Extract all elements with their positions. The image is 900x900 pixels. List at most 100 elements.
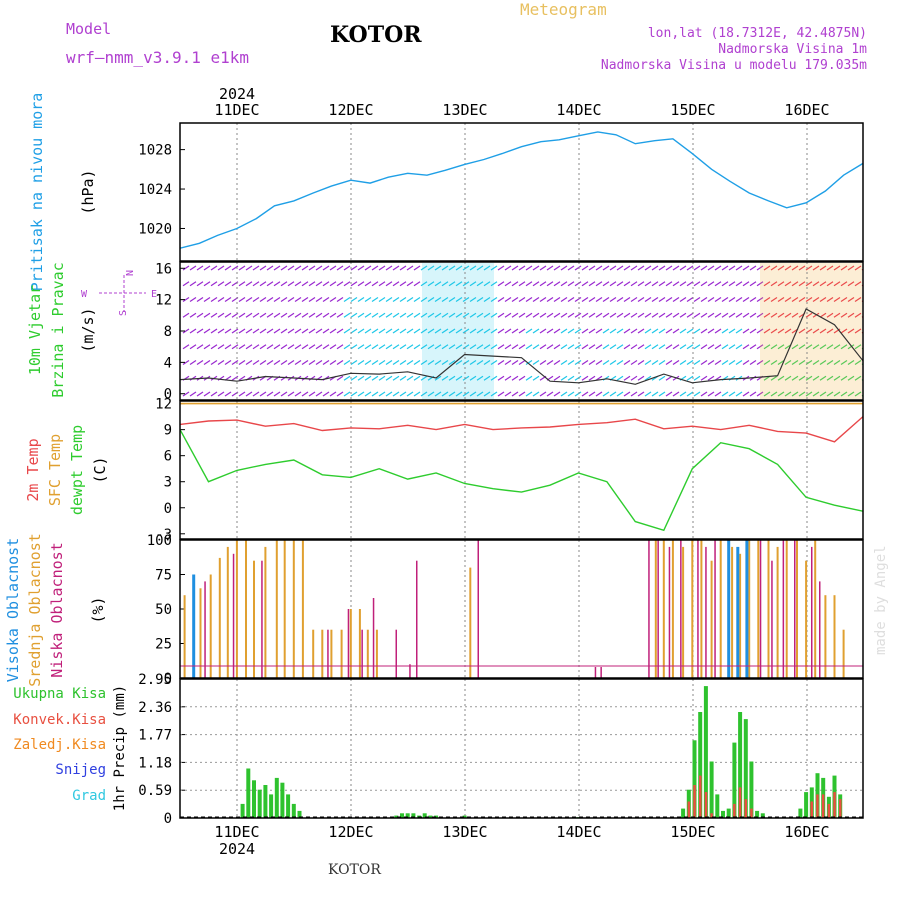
wind-barb [574,328,582,334]
wind-barb [371,360,379,365]
wind-barb [644,391,652,397]
wind-barb [476,360,484,365]
wind-barb [462,391,470,397]
wind-barb [238,297,246,302]
precip-total-bar [755,810,760,818]
wind-barb [364,391,372,397]
wind-barb [343,265,351,271]
wind-barb [266,265,274,271]
wind-barb [511,265,519,271]
wind-barb [840,328,848,334]
wind-barb [357,297,365,302]
wind-barb [623,360,631,365]
wind-barb [742,281,750,287]
wind-barb [742,265,750,271]
wind-barb [399,265,407,271]
wind-barb [392,360,400,365]
wind-barb [672,312,680,318]
wind-barb [462,375,470,381]
wind-barb [742,344,750,350]
wind-barb [392,297,400,302]
wind-barb [616,312,624,318]
wind-barb [714,391,722,397]
wind-barb [581,297,589,302]
wind-barb [371,328,379,334]
wind-barb [322,391,330,397]
precip-total-bar [269,794,274,818]
cloud-low-bar [204,581,206,678]
cloud-low-bar [477,540,479,678]
wind-barb [392,281,400,287]
wind-barb [259,297,267,302]
wind-barb [651,297,659,302]
wind-barb [840,265,848,271]
wind-barb [217,328,225,334]
cloud-mid-bar [358,609,361,678]
wind-barb [609,312,617,318]
wind-barb [455,375,463,381]
cloud-mid-bar [375,629,378,678]
wind-barb [497,281,505,287]
wind-barb [273,312,281,318]
wind-barb [350,312,358,318]
compass-south: S [118,310,129,316]
wind-barb [679,360,687,365]
wind-barb [252,344,260,350]
wind-barb [679,328,687,334]
wind-barb [427,360,435,365]
wind-barb [728,312,736,318]
wind-barb [385,360,393,365]
wind-barb [595,344,603,350]
wind-barb [364,360,372,365]
wind-barb [791,297,799,302]
wind-barb [238,312,246,318]
wind-barb [329,344,337,350]
wind-barb [553,281,561,287]
wind-barb [518,344,526,350]
wind-barb [700,328,708,334]
wind-barb [350,391,358,397]
wind-barb [245,297,253,302]
y-tick-label: 12 [155,293,172,309]
wind-barb [329,312,337,318]
wind-barb [532,360,540,365]
wind-barb [462,328,470,334]
wind-barb [805,265,813,271]
wind-barb [770,312,778,318]
wind-barb [497,312,505,318]
wind-barb [826,281,834,287]
wind-barb [259,344,267,350]
cloud-mid-bar [748,540,751,678]
wind-barb [749,297,757,302]
cloud-low-bar [819,581,821,678]
wind-barb [196,265,204,271]
wind-barb [399,312,407,318]
wind-barb [469,360,477,365]
wind-barb [455,344,463,350]
wind-barb [511,281,519,287]
wind-barb [630,391,638,397]
wind-barb [833,312,841,318]
wind-barb [553,375,561,381]
y-tick-label: 0.59 [138,783,172,799]
wind-barb [784,281,792,287]
y-tick-label: 12 [155,397,172,413]
y-tick-label: 50 [155,602,172,618]
wind-barb [294,328,302,334]
y-tick-label: 6 [164,449,172,465]
cloud-mid-bar [682,546,685,678]
wind-barb [287,391,295,397]
wind-barb [420,360,428,365]
wind-barb [700,281,708,287]
wind-barb [357,360,365,365]
wind-barb [777,281,785,287]
wind-barb [602,344,610,350]
wind-barb [266,344,274,350]
precip-total-bar [732,742,737,818]
wind-barb [553,328,561,334]
precip-total-bar [411,813,416,818]
wind-barb [784,265,792,271]
wind-barb [623,312,631,318]
precip-total-bar [462,815,467,818]
wind-barb [203,391,211,397]
